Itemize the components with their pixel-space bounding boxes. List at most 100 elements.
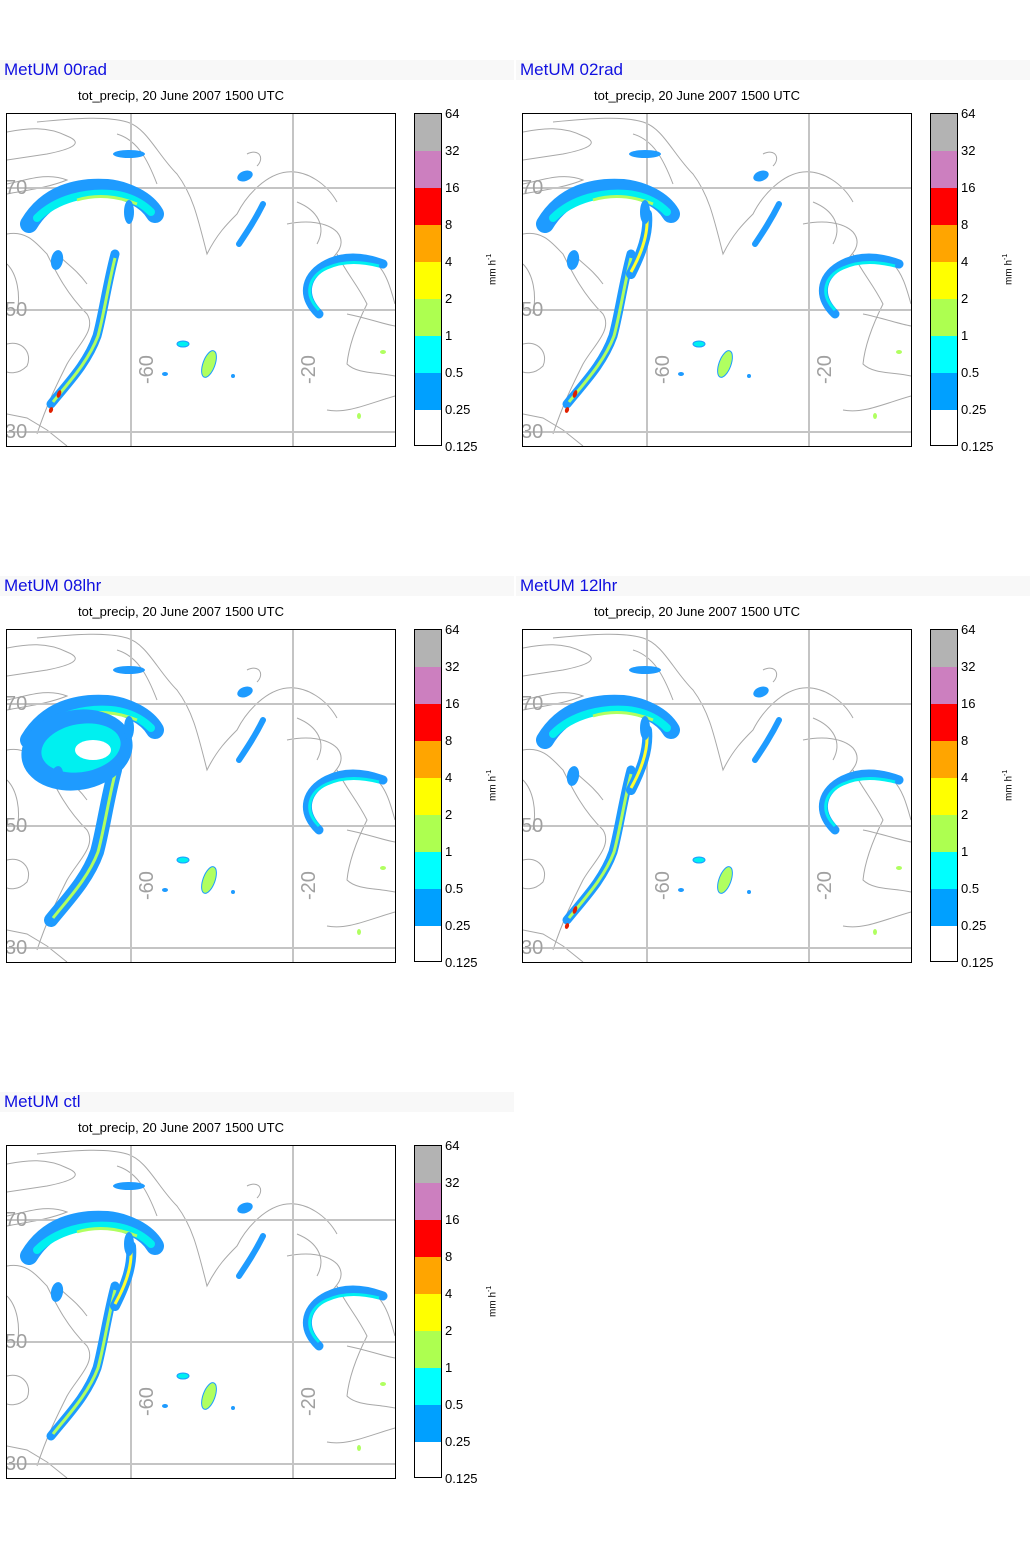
colorbar-tick-label: 2 xyxy=(961,807,969,822)
colorbar-tick-label: 32 xyxy=(445,143,460,158)
colorbar-segment xyxy=(415,778,441,815)
colorbar xyxy=(414,629,442,962)
map-svg: 70 50 30 -60 -20 xyxy=(7,1146,395,1478)
lat-label-50: 50 xyxy=(523,299,543,321)
colorbar xyxy=(414,113,442,446)
colorbar-segment xyxy=(415,889,441,926)
colorbar-tick-label: 4 xyxy=(445,254,453,269)
precip-streak-east xyxy=(236,717,266,763)
precip-cell-a xyxy=(50,1282,64,1302)
lon-label--20: -20 xyxy=(298,355,320,384)
colorbar-segment xyxy=(415,741,441,778)
precip-cell-south-c xyxy=(162,888,168,892)
colorbar-tick-label: 16 xyxy=(961,180,976,195)
precip-cell-c xyxy=(113,1182,145,1190)
lon-label--60: -60 xyxy=(136,871,158,900)
map-svg: 70 50 30 -60 -20 xyxy=(523,630,911,962)
map-area: 70 50 30 -60 -20 xyxy=(6,1145,396,1479)
precip-field xyxy=(20,666,388,935)
colorbar-tick-label: 16 xyxy=(961,696,976,711)
precip-cell-south-f xyxy=(896,866,902,870)
colorbar-segment xyxy=(415,704,441,741)
precip-arc-east xyxy=(303,1285,388,1351)
colorbar-segment xyxy=(415,373,441,410)
colorbar-segment xyxy=(415,852,441,889)
colorbar-segment xyxy=(415,1220,441,1257)
colorbar-segment xyxy=(931,373,957,410)
coastlines xyxy=(7,117,395,446)
coastlines xyxy=(523,117,911,446)
colorbar xyxy=(930,113,958,446)
colorbar-segment xyxy=(415,1405,441,1442)
colorbar-segment xyxy=(931,704,957,741)
precip-cell-south-c xyxy=(162,1404,168,1408)
lon-label--20: -20 xyxy=(814,355,836,384)
precip-cell-b xyxy=(124,716,134,740)
panel-header xyxy=(516,60,1030,80)
precip-cell-south-c xyxy=(162,372,168,376)
precip-front xyxy=(46,1281,120,1441)
precip-cell-b xyxy=(640,200,650,224)
precip-cell-south-f xyxy=(896,350,902,354)
colorbar-tick-label: 1 xyxy=(961,844,969,859)
colorbar-tick-label: 64 xyxy=(445,1138,460,1153)
precip-front-core xyxy=(51,1289,117,1435)
precip-cell-a xyxy=(50,250,64,270)
graticule xyxy=(523,114,911,446)
colorbar-tick-label: 0.125 xyxy=(445,1471,478,1486)
precip-cell-d xyxy=(237,170,253,182)
coastlines xyxy=(7,1149,395,1478)
colorbar-tick-label: 32 xyxy=(445,659,460,674)
colorbar-segment xyxy=(931,188,957,225)
lat-label-70: 70 xyxy=(523,177,543,199)
colorbar-tick-label: 4 xyxy=(961,770,969,785)
colorbar-tick-label: 0.125 xyxy=(445,439,478,454)
colorbar-tick-label: 4 xyxy=(961,254,969,269)
lat-label-50: 50 xyxy=(7,299,27,321)
colorbar-unit-label: mm h-1 xyxy=(1002,253,1015,285)
colorbar-segment xyxy=(931,225,957,262)
precip-field xyxy=(20,150,388,419)
colorbar-segment xyxy=(931,410,957,445)
precip-cell-south-a xyxy=(717,866,733,894)
lon-label--20: -20 xyxy=(298,871,320,900)
lat-label-70: 70 xyxy=(7,177,27,199)
colorbar-segment xyxy=(931,336,957,373)
precip-cell-b xyxy=(124,1232,134,1256)
colorbar-tick-label: 16 xyxy=(445,1212,460,1227)
colorbar-segment xyxy=(415,151,441,188)
precip-cell-red-b xyxy=(48,407,54,413)
precip-cell-south-b xyxy=(692,340,706,348)
colorbar-tick-label: 16 xyxy=(445,696,460,711)
colorbar-segment xyxy=(415,1442,441,1477)
precip-arc-east xyxy=(303,253,388,319)
precip-cell-south-d xyxy=(747,890,751,894)
precip-cell-south-a xyxy=(201,350,217,378)
colorbar xyxy=(414,1145,442,1478)
graticule xyxy=(7,1146,395,1478)
precip-cell-c xyxy=(629,666,661,674)
colorbar-tick-label: 8 xyxy=(445,217,453,232)
lon-label--20: -20 xyxy=(298,1387,320,1416)
precip-arc-east xyxy=(819,769,904,835)
colorbar-tick-label: 0.25 xyxy=(961,402,987,417)
colorbar-unit-label: mm h-1 xyxy=(486,253,499,285)
precip-field xyxy=(536,666,904,935)
panel-header xyxy=(0,60,514,80)
colorbar-tick-label: 1 xyxy=(445,1360,453,1375)
panel-subtitle: tot_precip, 20 June 2007 1500 UTC xyxy=(78,604,284,619)
colorbar-segment xyxy=(415,114,441,151)
panel-title: MetUM ctl xyxy=(4,1092,81,1111)
precip-cell-red-b xyxy=(564,923,570,929)
precip-cell-red-a xyxy=(572,390,578,398)
precip-cell-c xyxy=(629,150,661,158)
precip-arc-north-core xyxy=(33,1221,155,1254)
precip-cell-south-d xyxy=(231,890,235,894)
precip-streak-east xyxy=(752,717,782,763)
precip-streak-east xyxy=(752,201,782,247)
precip-arc-east-core xyxy=(308,777,380,828)
precip-cell-south-e xyxy=(357,1445,361,1451)
colorbar-segment xyxy=(415,1368,441,1405)
colorbar-tick-label: 8 xyxy=(445,733,453,748)
panel-title: MetUM 12lhr xyxy=(520,576,618,595)
